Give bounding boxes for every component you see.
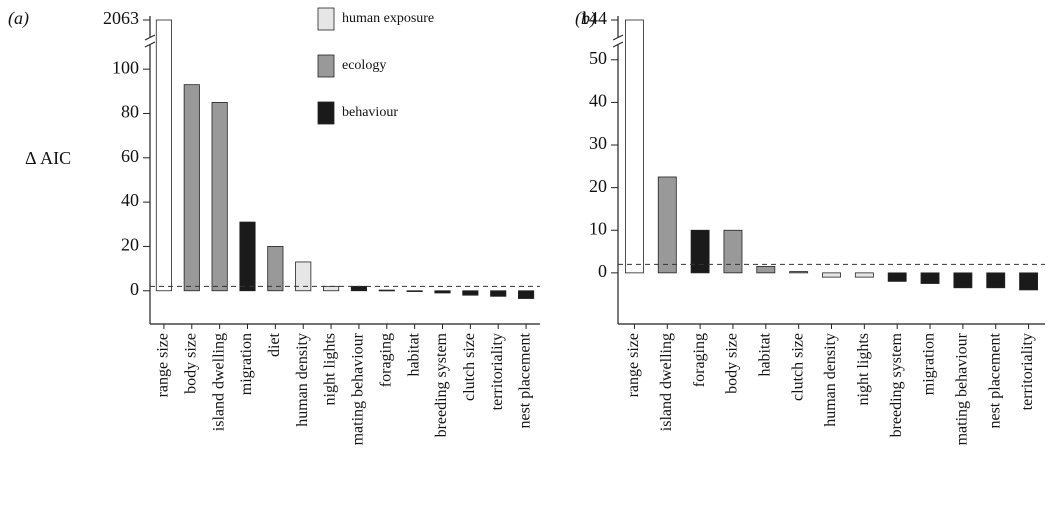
y-tick-label: 40 [589, 91, 607, 111]
bar [690, 229, 710, 274]
bar [406, 290, 423, 292]
bar [920, 272, 940, 284]
bar [155, 19, 172, 292]
axis-break [144, 34, 156, 41]
x-tick-label: nest placement [517, 332, 534, 428]
y-tick-label: 50 [589, 48, 607, 68]
y-tick-label: 10 [589, 218, 607, 238]
bar [624, 19, 644, 274]
y-tick-label: 144 [580, 8, 607, 28]
bar [854, 272, 874, 278]
x-tick-label: body size [182, 333, 199, 394]
y-axis-label: Δ AIC [25, 148, 71, 168]
legend-swatch [317, 54, 335, 78]
x-tick-label: human density [294, 333, 311, 427]
x-tick-label: range size [155, 333, 172, 397]
y-tick-label: 0 [130, 279, 139, 299]
y-tick-label: 20 [589, 176, 607, 196]
x-tick-label: night lights [855, 333, 872, 405]
y-tick-label: 30 [589, 133, 607, 153]
legend-label: behaviour [342, 105, 398, 120]
bar [434, 290, 451, 294]
bar [378, 289, 395, 292]
x-tick-label: migration [921, 333, 938, 395]
bar [518, 290, 535, 299]
legend-label: human exposure [342, 11, 434, 26]
x-tick-label: foraging [377, 333, 394, 387]
y-tick-label: 2063 [103, 8, 139, 28]
axis-break [612, 34, 624, 41]
bar [323, 285, 340, 292]
x-tick-label: habitat [405, 332, 422, 376]
bar [239, 221, 256, 292]
y-tick-label: 0 [598, 261, 607, 281]
y-tick-label: 40 [121, 190, 139, 210]
bar [350, 285, 367, 292]
x-tick-label: body size [724, 333, 741, 394]
bar [183, 84, 200, 292]
bar [756, 266, 776, 274]
y-tick-label: 80 [121, 102, 139, 122]
x-tick-label: habitat [756, 332, 773, 376]
y-tick-label: 100 [112, 57, 139, 77]
x-tick-label: island dwelling [658, 333, 675, 431]
x-tick-label: clutch size [789, 333, 806, 401]
bar [490, 290, 507, 297]
x-tick-label: range size [625, 333, 642, 397]
bar [822, 272, 841, 278]
bar [723, 229, 743, 274]
bar [789, 271, 809, 274]
x-tick-label: nest placement [986, 332, 1003, 428]
bar [211, 102, 228, 292]
y-tick-label: 60 [121, 146, 139, 166]
x-tick-label: human density [822, 333, 839, 427]
x-tick-label: foraging [691, 333, 708, 387]
legend-swatch [317, 101, 335, 125]
bar [295, 261, 312, 292]
x-tick-label: mating behaviour [350, 332, 367, 445]
bar [462, 290, 479, 296]
y-tick-label: 20 [121, 235, 139, 255]
bar [887, 272, 907, 282]
axis-break [144, 41, 156, 48]
bar [657, 176, 677, 274]
panel-label: (b) [575, 8, 596, 29]
x-tick-label: breeding system [433, 332, 450, 437]
x-tick-label: territoriality [489, 333, 506, 410]
x-tick-label: territoriality [1019, 333, 1036, 410]
bar [986, 272, 1006, 289]
x-tick-label: diet [266, 332, 283, 357]
legend-label: ecology [342, 58, 386, 73]
legend-swatch [317, 7, 335, 31]
bar [1019, 272, 1039, 291]
axis-break [612, 41, 624, 48]
x-tick-label: clutch size [461, 333, 478, 401]
bar [267, 246, 284, 292]
x-tick-label: migration [238, 333, 255, 395]
bar [953, 272, 973, 289]
x-tick-label: island dwelling [210, 333, 227, 431]
panel-label: (a) [8, 8, 29, 29]
x-tick-label: breeding system [888, 332, 905, 437]
x-tick-label: mating behaviour [954, 332, 971, 445]
x-tick-label: night lights [322, 333, 339, 405]
